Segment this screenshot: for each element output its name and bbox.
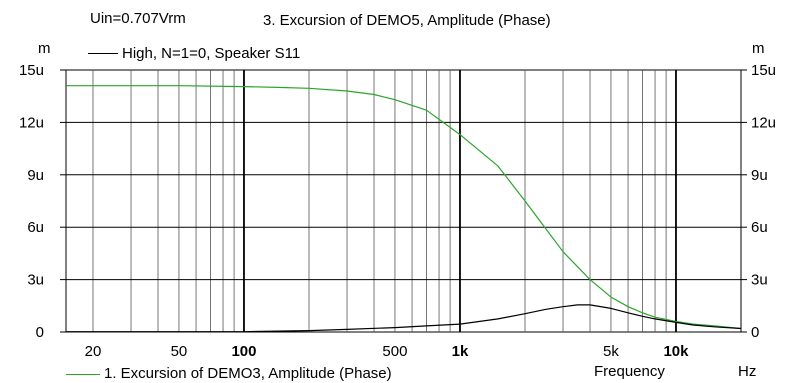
x-axis-label: Frequency — [594, 363, 665, 380]
series-line-1 — [66, 85, 742, 330]
input-voltage-label: Uin=0.707Vrm — [90, 10, 186, 27]
y-tick-label-right: 9u — [751, 167, 768, 184]
y-tick-label-right: 6u — [751, 219, 768, 236]
x-tick-label: 100 — [231, 343, 256, 360]
y-tick-label-left: 9u — [27, 167, 44, 184]
y-tick-label-right: 0 — [751, 324, 759, 341]
y-tick-label-left: 6u — [27, 219, 44, 236]
x-tick-label: 50 — [171, 343, 188, 360]
legend-top-swatch — [88, 53, 118, 54]
x-tick-label: 20 — [85, 343, 102, 360]
x-axis-unit: Hz — [738, 363, 757, 380]
y-tick-label-right: 3u — [751, 272, 768, 289]
left-axis-unit: m — [38, 40, 51, 57]
legend-bottom-swatch — [66, 374, 100, 375]
x-tick-label: 10k — [663, 343, 689, 360]
x-tick-label: 1k — [452, 343, 469, 360]
y-tick-label-left: 3u — [27, 272, 44, 289]
y-tick-label-left: 15u — [19, 62, 44, 79]
chart-title: 3. Excursion of DEMO5, Amplitude (Phase) — [263, 12, 551, 29]
y-tick-label-left: 0 — [36, 324, 44, 341]
legend-bottom-entry: 1. Excursion of DEMO3, Amplitude (Phase) — [104, 365, 392, 382]
y-tick-label-right: 15u — [751, 62, 776, 79]
series-line-2 — [66, 304, 742, 333]
x-tick-label: 500 — [382, 343, 407, 360]
x-tick-label: 5k — [603, 343, 619, 360]
legend-top-entry: High, N=1=0, Speaker S11 — [122, 45, 301, 62]
plot-frame — [65, 69, 742, 333]
y-tick-label-left: 12u — [19, 114, 44, 131]
y-tick-label-right: 12u — [751, 114, 776, 131]
right-axis-unit: m — [752, 40, 765, 57]
